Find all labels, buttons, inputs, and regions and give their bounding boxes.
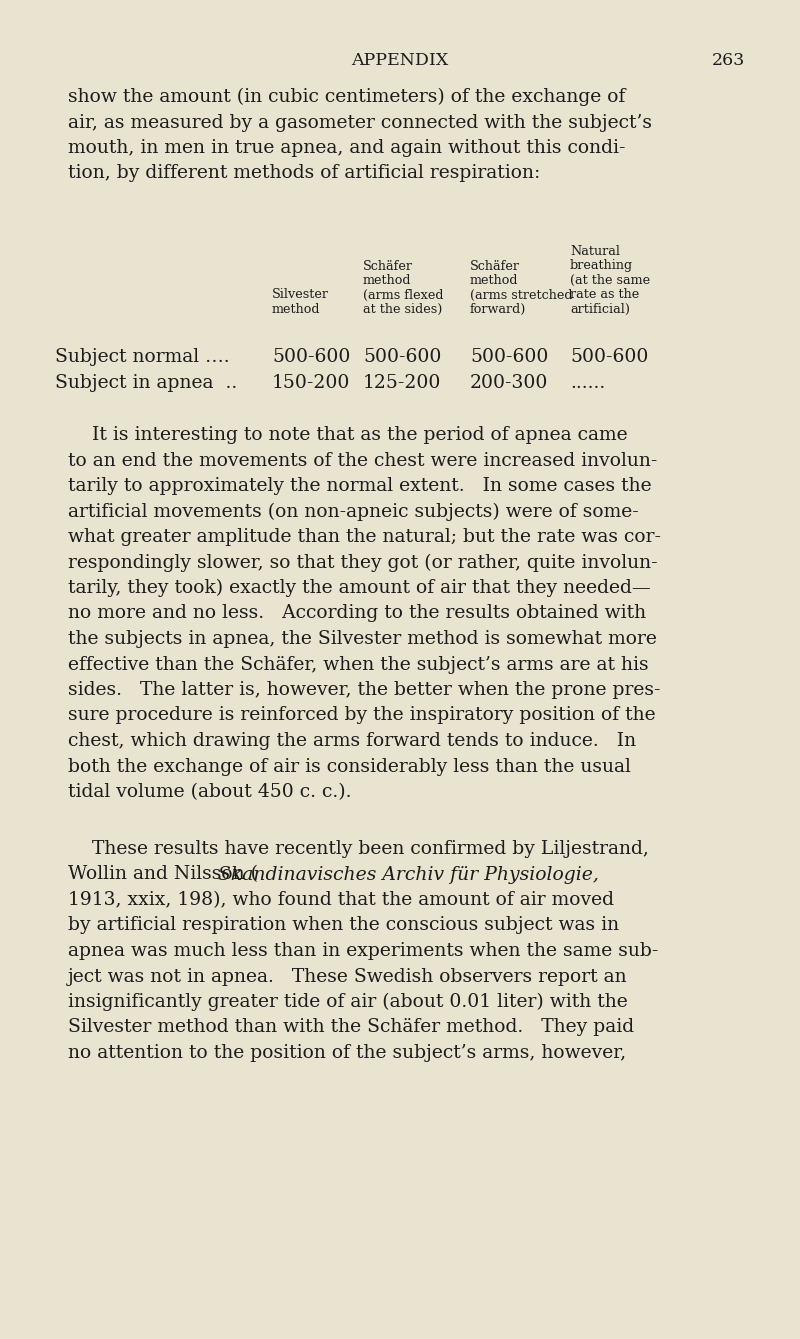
Text: chest, which drawing the arms forward tends to induce.   In: chest, which drawing the arms forward te… xyxy=(68,732,636,750)
Text: Subject normal ….: Subject normal …. xyxy=(55,348,230,366)
Text: insignificantly greater tide of air (about 0.01 liter) with the: insignificantly greater tide of air (abo… xyxy=(68,994,628,1011)
Text: tarily to approximately the normal extent.   In some cases the: tarily to approximately the normal exten… xyxy=(68,477,652,495)
Text: APPENDIX: APPENDIX xyxy=(351,52,449,70)
Text: Schäfer: Schäfer xyxy=(363,260,413,273)
Text: artificial movements (on non-apneic subjects) were of some-: artificial movements (on non-apneic subj… xyxy=(68,502,638,521)
Text: forward): forward) xyxy=(470,303,526,316)
Text: Skandinavisches Archiv für Physiologie,: Skandinavisches Archiv für Physiologie, xyxy=(218,865,599,884)
Text: respondingly slower, so that they got (or rather, quite involun-: respondingly slower, so that they got (o… xyxy=(68,553,658,572)
Text: ......: ...... xyxy=(570,374,606,392)
Text: no more and no less.   According to the results obtained with: no more and no less. According to the re… xyxy=(68,604,646,623)
Text: Wollin and Nilsson (: Wollin and Nilsson ( xyxy=(68,865,258,884)
Text: (arms flexed: (arms flexed xyxy=(363,288,443,301)
Text: effective than the Schäfer, when the subject’s arms are at his: effective than the Schäfer, when the sub… xyxy=(68,656,649,674)
Text: at the sides): at the sides) xyxy=(363,303,442,316)
Text: by artificial respiration when the conscious subject was in: by artificial respiration when the consc… xyxy=(68,916,619,935)
Text: tidal volume (about 450 c. c.).: tidal volume (about 450 c. c.). xyxy=(68,783,351,801)
Text: both the exchange of air is considerably less than the usual: both the exchange of air is considerably… xyxy=(68,758,631,775)
Text: 1913, xxix, 198), who found that the amount of air moved: 1913, xxix, 198), who found that the amo… xyxy=(68,890,614,909)
Text: tion, by different methods of artificial respiration:: tion, by different methods of artificial… xyxy=(68,165,540,182)
Text: 125-200: 125-200 xyxy=(363,374,442,392)
Text: method: method xyxy=(470,274,518,287)
Text: method: method xyxy=(272,303,321,316)
Text: artificial): artificial) xyxy=(570,303,630,316)
Text: These results have recently been confirmed by Liljestrand,: These results have recently been confirm… xyxy=(68,840,649,858)
Text: the subjects in apnea, the Silvester method is somewhat more: the subjects in apnea, the Silvester met… xyxy=(68,631,657,648)
Text: Natural: Natural xyxy=(570,245,620,258)
Text: Silvester: Silvester xyxy=(272,288,329,301)
Text: 500-600: 500-600 xyxy=(570,348,648,366)
Text: tarily, they took) exactly the amount of air that they needed—: tarily, they took) exactly the amount of… xyxy=(68,578,650,597)
Text: sides.   The latter is, however, the better when the prone pres-: sides. The latter is, however, the bette… xyxy=(68,682,661,699)
Text: method: method xyxy=(363,274,411,287)
Text: 150-200: 150-200 xyxy=(272,374,350,392)
Text: It is interesting to note that as the period of apnea came: It is interesting to note that as the pe… xyxy=(68,426,628,445)
Text: what greater amplitude than the natural; but the rate was cor-: what greater amplitude than the natural;… xyxy=(68,528,661,546)
Text: ject was not in apnea.   These Swedish observers report an: ject was not in apnea. These Swedish obs… xyxy=(68,968,628,986)
Text: Subject in apnea  ..: Subject in apnea .. xyxy=(55,374,238,392)
Text: breathing: breathing xyxy=(570,260,633,273)
Text: Schäfer: Schäfer xyxy=(470,260,520,273)
Text: no attention to the position of the subject’s arms, however,: no attention to the position of the subj… xyxy=(68,1044,626,1062)
Text: air, as measured by a gasometer connected with the subject’s: air, as measured by a gasometer connecte… xyxy=(68,114,652,131)
Text: (at the same: (at the same xyxy=(570,274,650,287)
Text: apnea was much less than in experiments when the same sub-: apnea was much less than in experiments … xyxy=(68,943,658,960)
Text: to an end the movements of the chest were increased involun-: to an end the movements of the chest wer… xyxy=(68,451,658,470)
Text: sure procedure is reinforced by the inspiratory position of the: sure procedure is reinforced by the insp… xyxy=(68,707,656,724)
Text: 500-600: 500-600 xyxy=(470,348,548,366)
Text: Silvester method than with the Schäfer method.   They paid: Silvester method than with the Schäfer m… xyxy=(68,1019,634,1036)
Text: 500-600: 500-600 xyxy=(363,348,442,366)
Text: 500-600: 500-600 xyxy=(272,348,350,366)
Text: (arms stretched: (arms stretched xyxy=(470,288,573,301)
Text: 263: 263 xyxy=(712,52,745,70)
Text: 200-300: 200-300 xyxy=(470,374,548,392)
Text: rate as the: rate as the xyxy=(570,288,639,301)
Text: show the amount (in cubic centimeters) of the exchange of: show the amount (in cubic centimeters) o… xyxy=(68,88,626,106)
Text: mouth, in men in true apnea, and again without this condi-: mouth, in men in true apnea, and again w… xyxy=(68,139,626,157)
